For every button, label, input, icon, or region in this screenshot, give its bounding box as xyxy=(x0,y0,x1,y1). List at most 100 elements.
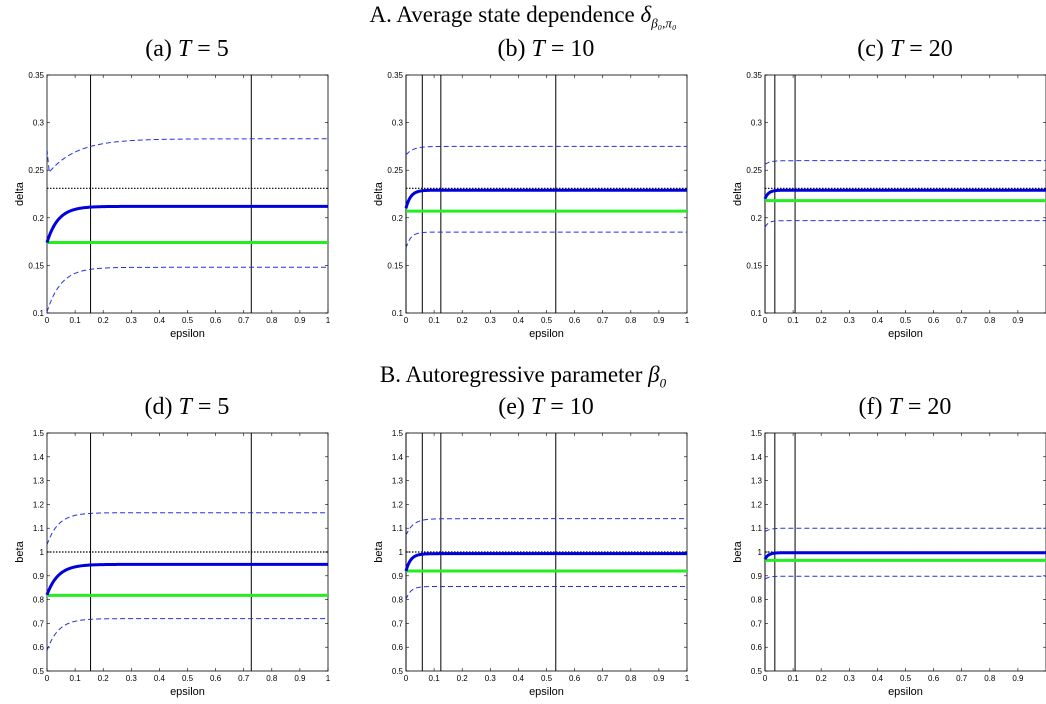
x-tick-label: 0.7 xyxy=(956,674,968,683)
panel-title-d: (d) T = 5 xyxy=(47,394,327,421)
x-tick-label: 0.2 xyxy=(98,316,110,325)
x-tick-label: 0.9 xyxy=(294,316,306,325)
panel-c-value: = 20 xyxy=(903,36,953,62)
y-tick-label: 1.4 xyxy=(33,453,45,462)
x-tick-label: 0.3 xyxy=(126,316,138,325)
x-tick-label: 0 xyxy=(45,674,50,683)
y-tick-label: 0.6 xyxy=(33,643,45,652)
x-tick-label: 0.3 xyxy=(844,674,856,683)
y-tick-label: 0.15 xyxy=(746,261,762,270)
y-tick-label: 0.25 xyxy=(387,166,403,175)
x-tick-label: 0.8 xyxy=(625,316,637,325)
upper-band-line xyxy=(46,138,328,174)
x-tick-label: 0.2 xyxy=(98,674,110,683)
lower-band-line xyxy=(764,220,1046,228)
section-b-symbol: β xyxy=(648,362,660,387)
x-tick-label: 0.4 xyxy=(513,316,525,325)
x-tick-label: 0.1 xyxy=(70,316,82,325)
x-tick-label: 0.5 xyxy=(900,316,912,325)
y-tick-label: 0.9 xyxy=(33,572,45,581)
y-tick-label: 0.9 xyxy=(392,572,404,581)
panel-a-value: = 5 xyxy=(191,36,229,62)
x-tick-label: 0.4 xyxy=(154,316,166,325)
y-tick-label: 0.8 xyxy=(392,596,404,605)
x-tick-label: 1 xyxy=(685,316,690,325)
lower-band-line xyxy=(764,575,1046,580)
x-tick-label: 0.6 xyxy=(569,316,581,325)
y-tick-label: 1.2 xyxy=(751,500,763,509)
y-tick-label: 0.2 xyxy=(751,214,763,223)
estimate-line xyxy=(45,562,328,596)
y-tick-label: 0.3 xyxy=(751,119,763,128)
x-tick-label: 0.6 xyxy=(928,316,940,325)
x-tick-label: 0.7 xyxy=(238,674,250,683)
x-tick-label: 0.9 xyxy=(1012,674,1024,683)
x-axis-label: epsilon xyxy=(170,686,205,698)
x-tick-label: 0.6 xyxy=(928,674,940,683)
panel-title-e: (e) T = 10 xyxy=(406,394,686,421)
y-tick-label: 0.15 xyxy=(28,261,44,270)
section-b-title: B. Autoregressive parameter β0 xyxy=(0,362,1046,392)
y-tick-label: 0.35 xyxy=(387,71,403,80)
y-tick-label: 0.15 xyxy=(387,261,403,270)
x-tick-label: 0.8 xyxy=(266,316,278,325)
x-tick-label: 0.8 xyxy=(625,674,637,683)
x-tick-label: 0.1 xyxy=(788,674,800,683)
x-tick-label: 0.5 xyxy=(541,316,553,325)
panel-b-value: = 10 xyxy=(544,36,595,62)
estimate-line xyxy=(404,552,687,572)
x-tick-label: 0.2 xyxy=(816,316,828,325)
y-tick-label: 1.3 xyxy=(392,477,404,486)
x-tick-label: 0.5 xyxy=(541,674,553,683)
x-tick-label: 0.7 xyxy=(238,316,250,325)
x-tick-label: 1 xyxy=(685,674,690,683)
y-tick-label: 0.6 xyxy=(751,643,763,652)
x-tick-label: 0.4 xyxy=(513,674,525,683)
x-tick-label: 0.6 xyxy=(569,674,581,683)
y-tick-label: 0.9 xyxy=(751,572,763,581)
estimate-line xyxy=(763,551,1046,561)
x-tick-label: 1 xyxy=(326,674,331,683)
y-tick-label: 1.1 xyxy=(751,524,763,533)
lower-band-line xyxy=(46,618,328,651)
x-tick-label: 0 xyxy=(45,316,50,325)
y-tick-label: 1.1 xyxy=(33,524,45,533)
y-tick-label: 1.4 xyxy=(392,453,404,462)
panel-f-label: (f) xyxy=(858,394,889,420)
y-tick-label: 1.4 xyxy=(751,453,763,462)
lower-band-line xyxy=(46,266,328,313)
x-tick-label: 0.4 xyxy=(872,316,884,325)
panel-title-a: (a) T = 5 xyxy=(47,36,327,63)
lower-band-line xyxy=(405,586,687,600)
panel-b-label: (b) xyxy=(497,36,532,62)
y-tick-label: 0.25 xyxy=(746,166,762,175)
y-tick-label: 1 xyxy=(758,548,763,557)
x-tick-label: 0.2 xyxy=(457,674,469,683)
x-axis-label: epsilon xyxy=(170,328,205,340)
x-tick-label: 0.7 xyxy=(597,674,609,683)
x-tick-label: 0.9 xyxy=(653,316,665,325)
y-tick-label: 1 xyxy=(40,548,45,557)
panel-e-value: = 10 xyxy=(544,394,594,420)
x-tick-label: 0.4 xyxy=(872,674,884,683)
x-tick-label: 0.9 xyxy=(1012,316,1024,325)
panel-c-tvar: T xyxy=(889,36,904,62)
panel-b-tvar: T xyxy=(531,36,545,62)
y-tick-label: 0.2 xyxy=(392,214,404,223)
x-tick-label: 0.8 xyxy=(984,316,996,325)
panel-a-label: (a) xyxy=(145,36,178,62)
panel-d-label: (d) xyxy=(144,394,179,420)
x-tick-label: 0.1 xyxy=(788,316,800,325)
panel-d-tvar: T xyxy=(178,394,192,420)
x-tick-label: 0.3 xyxy=(844,316,856,325)
y-tick-label: 0.35 xyxy=(746,71,762,80)
y-tick-label: 0.5 xyxy=(751,667,763,676)
x-tick-label: 0.2 xyxy=(457,316,469,325)
y-tick-label: 1.1 xyxy=(392,524,404,533)
x-tick-label: 0 xyxy=(763,316,768,325)
upper-band-line xyxy=(764,527,1046,533)
